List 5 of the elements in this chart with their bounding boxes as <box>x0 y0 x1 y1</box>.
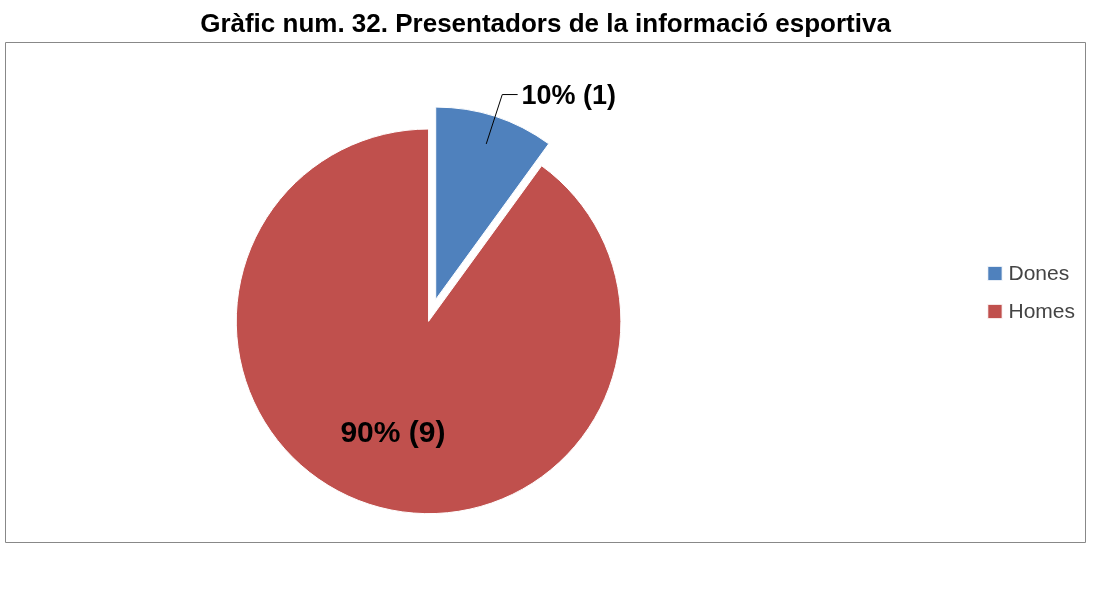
legend-label: Dones <box>1008 261 1070 285</box>
chart-title: Gràfic num. 32. Presentadors de la informació esportiva <box>200 7 892 38</box>
data-label: 10% (1) <box>521 79 617 110</box>
data-label: 90% (9) <box>340 414 446 448</box>
legend-label: Homes <box>1008 299 1075 323</box>
